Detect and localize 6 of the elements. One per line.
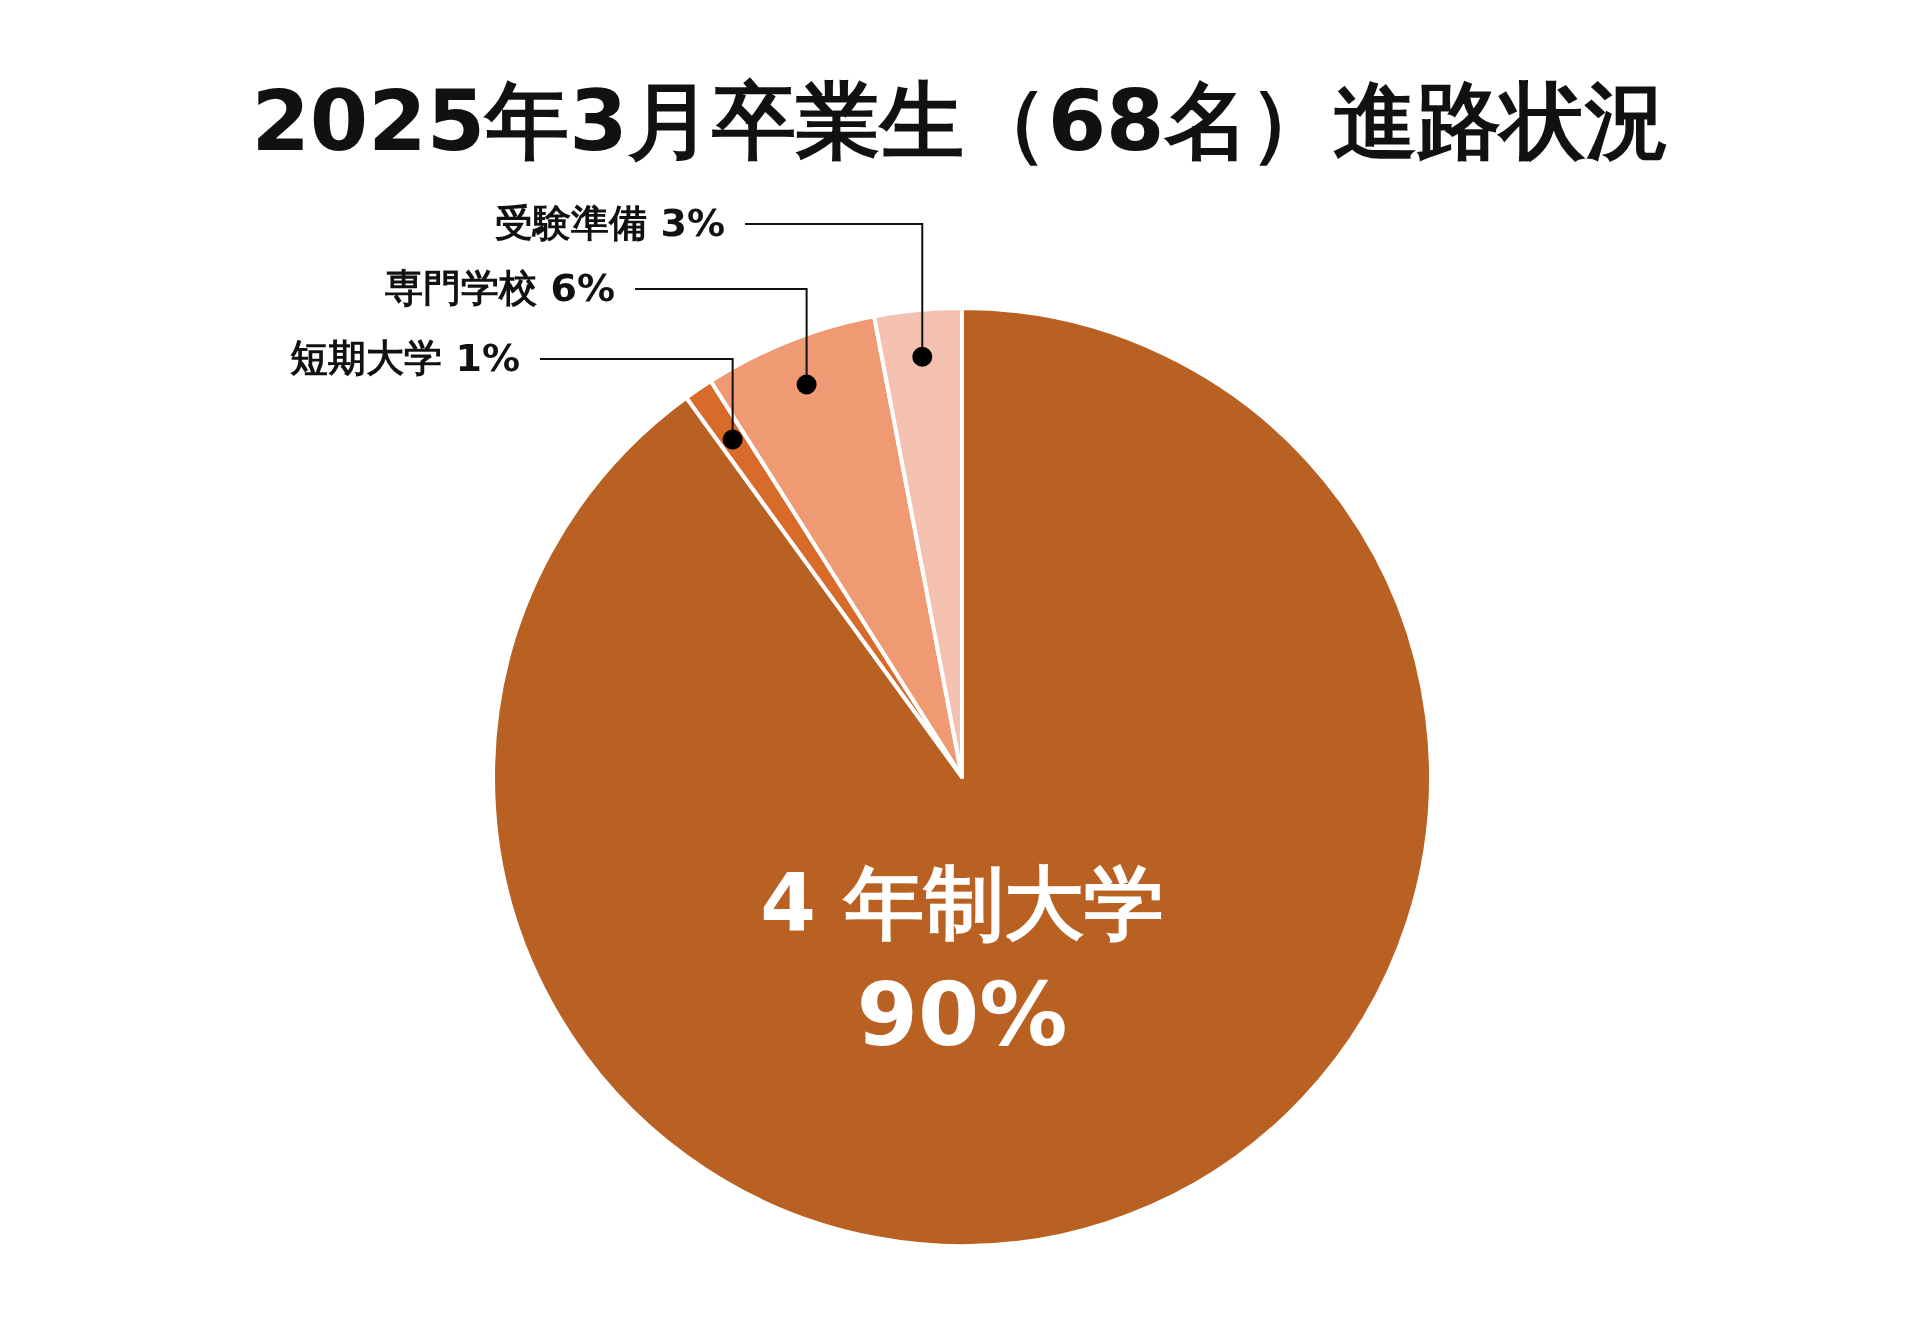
chart-title: 2025年3月卒業生（68名）進路状況 xyxy=(251,72,1669,170)
slice-label: 専門学校 6% xyxy=(385,266,615,310)
data-label: 90% xyxy=(856,963,1068,1066)
slice-label: 4 年制大学 xyxy=(760,857,1164,950)
slice-label: 受験準備 3% xyxy=(495,201,725,245)
slice-label: 短期大学 1% xyxy=(289,336,520,380)
